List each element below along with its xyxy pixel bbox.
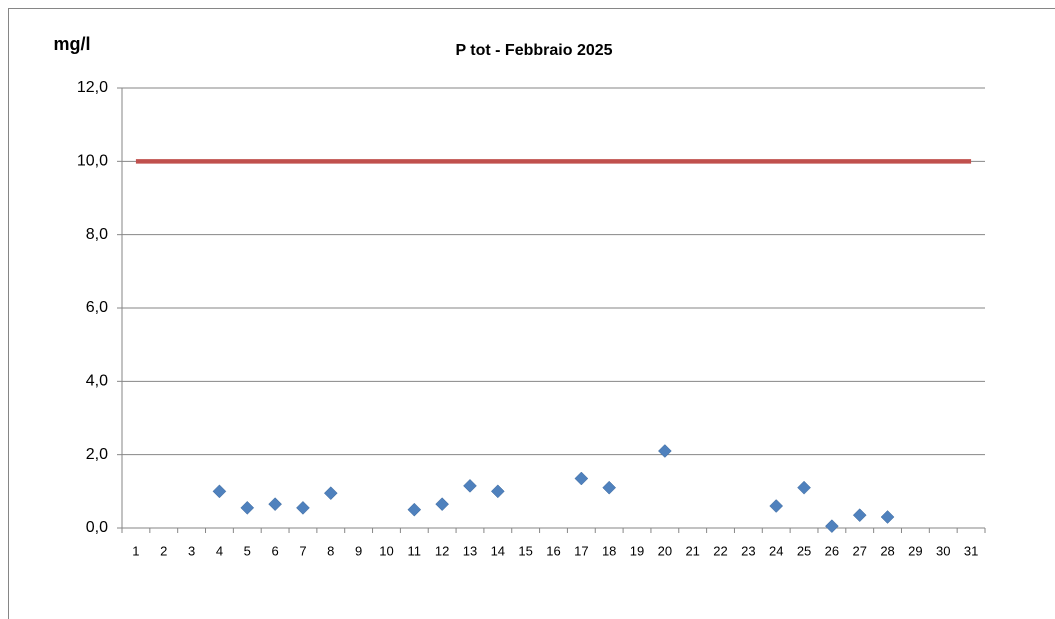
data-point bbox=[797, 480, 811, 495]
x-tick-label: 10 bbox=[379, 543, 393, 558]
x-tick-label: 14 bbox=[491, 543, 505, 558]
x-tick-label: 19 bbox=[630, 543, 644, 558]
chart-title: P tot - Febbraio 2025 bbox=[455, 42, 612, 59]
data-point bbox=[880, 510, 895, 524]
y-tick-label: 6,0 bbox=[86, 299, 108, 316]
data-point bbox=[407, 502, 422, 517]
data-point bbox=[574, 471, 589, 486]
y-tick-label: 2,0 bbox=[86, 446, 108, 463]
x-tick-label: 8 bbox=[327, 543, 334, 558]
y-tick-label: 4,0 bbox=[86, 373, 108, 390]
x-tick-label: 12 bbox=[435, 543, 449, 558]
y-tick-label: 8,0 bbox=[86, 226, 108, 243]
x-tick-label: 13 bbox=[463, 543, 477, 558]
x-tick-label: 3 bbox=[188, 543, 195, 558]
data-point bbox=[490, 484, 505, 499]
y-tick-label: 10,0 bbox=[77, 153, 108, 170]
x-tick-label: 29 bbox=[908, 543, 922, 558]
data-point bbox=[268, 497, 282, 512]
x-tick-label: 23 bbox=[741, 543, 755, 558]
x-tick-label: 18 bbox=[602, 543, 616, 558]
data-point bbox=[658, 444, 672, 458]
x-tick-label: 6 bbox=[271, 543, 278, 558]
x-tick-label: 16 bbox=[546, 543, 560, 558]
data-point bbox=[852, 508, 867, 523]
data-point bbox=[323, 486, 338, 501]
x-tick-label: 24 bbox=[769, 543, 783, 558]
x-tick-label: 25 bbox=[797, 543, 811, 558]
x-tick-label: 7 bbox=[299, 543, 306, 558]
data-point bbox=[602, 480, 617, 495]
y-tick-label: 12,0 bbox=[77, 79, 108, 96]
x-tick-label: 4 bbox=[216, 543, 223, 558]
x-tick-label: 27 bbox=[852, 543, 866, 558]
y-axis-label: mg/l bbox=[53, 34, 90, 54]
chart-frame bbox=[8, 8, 1055, 619]
x-tick-label: 15 bbox=[518, 543, 532, 558]
x-tick-label: 30 bbox=[936, 543, 950, 558]
x-tick-label: 28 bbox=[880, 543, 894, 558]
data-point bbox=[435, 497, 449, 512]
x-tick-label: 17 bbox=[574, 543, 588, 558]
data-point bbox=[769, 499, 784, 513]
x-tick-label: 1 bbox=[132, 543, 139, 558]
x-tick-label: 20 bbox=[658, 543, 672, 558]
data-point bbox=[463, 478, 477, 493]
x-tick-label: 22 bbox=[713, 543, 727, 558]
data-point bbox=[212, 484, 227, 499]
x-tick-label: 9 bbox=[355, 543, 362, 558]
data-point bbox=[825, 519, 839, 534]
y-tick-label: 0,0 bbox=[86, 519, 108, 536]
x-tick-label: 11 bbox=[408, 543, 422, 558]
data-point bbox=[240, 500, 255, 515]
x-tick-label: 5 bbox=[244, 543, 251, 558]
x-tick-label: 26 bbox=[825, 543, 839, 558]
x-tick-label: 31 bbox=[964, 543, 978, 558]
x-tick-label: 21 bbox=[685, 543, 699, 558]
data-point bbox=[296, 500, 310, 515]
x-tick-label: 2 bbox=[160, 543, 167, 558]
